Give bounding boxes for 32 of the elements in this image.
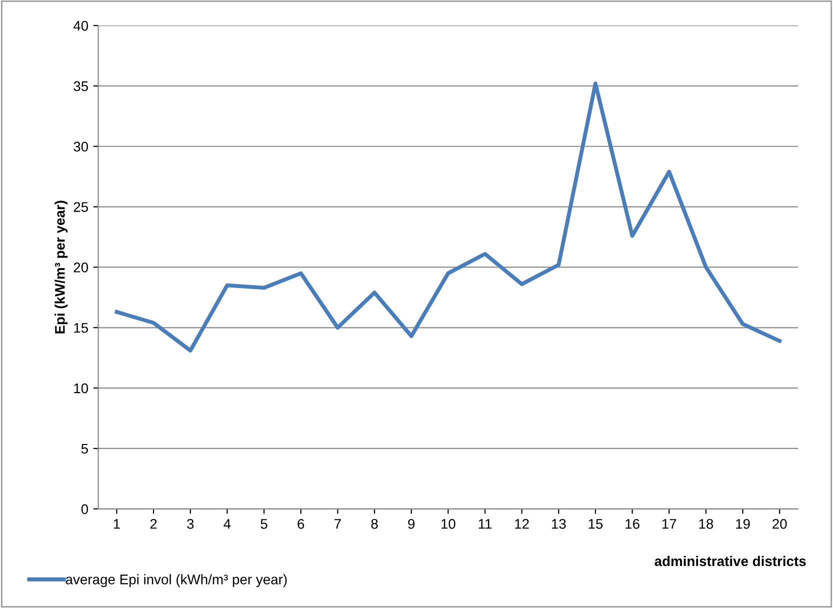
x-tick-label: 1 — [114, 519, 120, 529]
legend-label: average Epi invol (kWh/m³ per year) — [66, 574, 287, 588]
y-axis-title: Epi (kW/m³ per year) — [54, 200, 68, 334]
x-tick-label: 9 — [408, 518, 415, 529]
x-tick-label: 17 — [662, 519, 676, 529]
x-tick-label: 19 — [736, 518, 750, 529]
y-tick-label: 0 — [81, 504, 88, 514]
x-tick-label: 12 — [515, 518, 529, 529]
y-tick-label: 15 — [74, 323, 88, 333]
y-tick-label: 30 — [74, 142, 88, 152]
x-tick-label: 3 — [187, 518, 194, 529]
line-series — [114, 82, 782, 353]
x-tick-label: 5 — [260, 519, 268, 529]
x-tick-label: 4 — [224, 519, 231, 529]
y-tick-label: 25 — [74, 202, 88, 212]
x-tick-label: 7 — [334, 519, 341, 529]
y-tick-label: 35 — [74, 81, 88, 92]
y-tick-label: 10 — [74, 383, 88, 394]
x-tick-label: 2 — [150, 518, 157, 529]
x-tick-label: 18 — [699, 518, 714, 529]
x-tick-label: 13 — [552, 518, 566, 529]
x-tick-label: 11 — [478, 519, 492, 529]
y-tick-label: 20 — [74, 262, 88, 272]
x-tick-label: 6 — [298, 518, 304, 529]
y-tick-label: 5 — [81, 444, 88, 454]
x-axis-title: administrative districts — [654, 556, 806, 566]
x-tick-label: 20 — [772, 518, 787, 529]
x-tick-label: 8 — [371, 518, 378, 529]
y-tick-label: 40 — [73, 20, 88, 31]
x-tick-label: 15 — [588, 519, 603, 529]
x-tick-label: 16 — [626, 518, 640, 529]
x-tick-label: 10 — [441, 518, 456, 529]
